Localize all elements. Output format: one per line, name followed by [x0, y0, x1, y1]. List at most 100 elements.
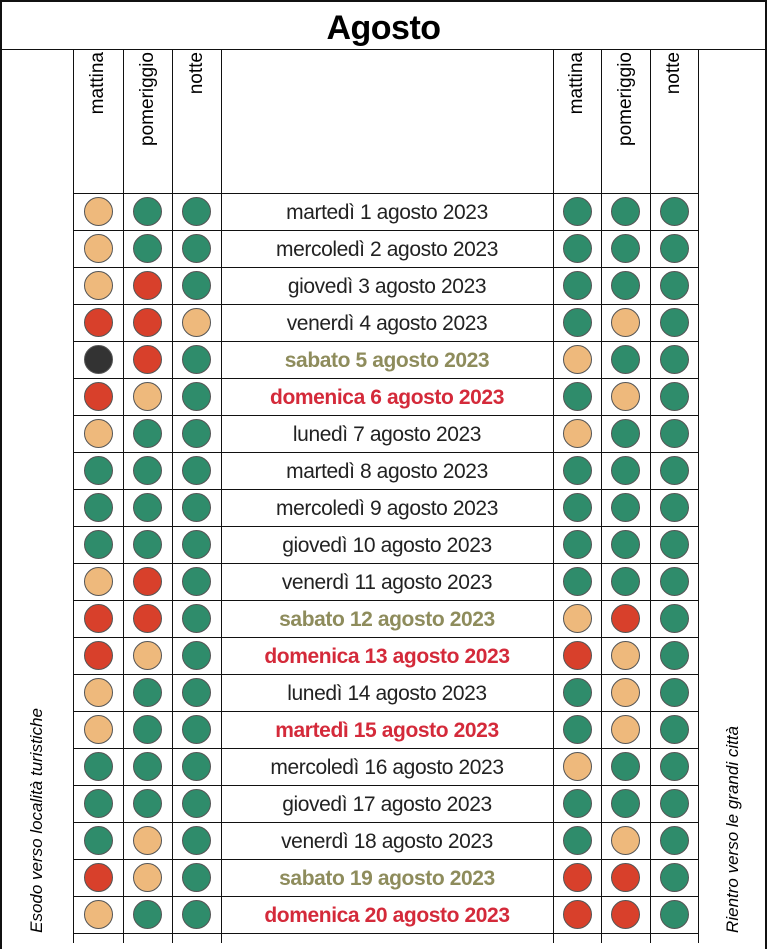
traffic-dot [611, 419, 640, 448]
row-line [73, 304, 698, 305]
traffic-dot [182, 345, 211, 374]
traffic-dot [133, 789, 162, 818]
column-header: notte [650, 52, 698, 192]
row-line [73, 452, 698, 453]
title: Agosto [0, 0, 767, 50]
date-label: sabato 5 agosto 2023 [284, 349, 490, 372]
traffic-dot [83, 900, 113, 929]
traffic-dot [133, 863, 162, 892]
row-line [73, 526, 698, 527]
traffic-dot [83, 641, 113, 670]
traffic-dot [182, 419, 211, 448]
traffic-dot [83, 456, 113, 485]
traffic-dot [659, 715, 689, 744]
row-line [73, 489, 698, 490]
row-line [73, 711, 698, 712]
traffic-dot [659, 678, 689, 707]
row-line [73, 230, 698, 231]
traffic-dot [611, 197, 640, 226]
traffic-dot [133, 419, 162, 448]
column-header: pomeriggio [601, 52, 650, 192]
traffic-dot [83, 197, 113, 226]
row-line [73, 748, 698, 749]
traffic-dot [562, 419, 592, 448]
traffic-dot [659, 900, 689, 929]
row-line [73, 600, 698, 601]
traffic-dot [133, 456, 162, 485]
date-label: sabato 19 agosto 2023 [279, 867, 495, 890]
traffic-dot [133, 234, 162, 263]
date-label: lunedì 7 agosto 2023 [292, 423, 482, 446]
traffic-dot [133, 678, 162, 707]
traffic-dot [659, 789, 689, 818]
traffic-dot [83, 678, 113, 707]
traffic-dot [562, 530, 592, 559]
traffic-dot [562, 345, 592, 374]
traffic-dot [611, 530, 640, 559]
traffic-dot [182, 234, 211, 263]
traffic-dot [562, 900, 592, 929]
date-label: venerdì 4 agosto 2023 [286, 312, 488, 335]
column-header-text: notte [663, 52, 684, 95]
traffic-dot [659, 604, 689, 633]
traffic-dot [562, 234, 592, 263]
traffic-dot [659, 641, 689, 670]
traffic-dot [611, 641, 640, 670]
date-label: giovedì 17 agosto 2023 [282, 793, 492, 816]
column-header-text: mattina [566, 52, 587, 115]
traffic-dot [562, 308, 592, 337]
traffic-dot [83, 234, 113, 263]
traffic-dot [133, 826, 162, 855]
traffic-dot [83, 715, 113, 744]
traffic-dot [611, 863, 640, 892]
traffic-dot [659, 345, 689, 374]
date-label: mercoledì 2 agosto 2023 [276, 238, 498, 261]
column-line [221, 50, 222, 943]
traffic-dot [83, 826, 113, 855]
traffic-dot [562, 863, 592, 892]
traffic-dot [182, 900, 211, 929]
date-label: venerdì 18 agosto 2023 [281, 830, 493, 853]
date-label: martedì 15 agosto 2023 [275, 719, 499, 742]
traffic-dot [83, 604, 113, 633]
traffic-dot [182, 271, 211, 300]
traffic-dot [611, 567, 640, 596]
column-line [601, 50, 602, 943]
traffic-dot [611, 678, 640, 707]
column-line [73, 50, 74, 943]
date-label: sabato 12 agosto 2023 [279, 608, 495, 631]
traffic-dot [182, 567, 211, 596]
row-line [73, 341, 698, 342]
traffic-dot [659, 456, 689, 485]
traffic-dot [659, 271, 689, 300]
traffic-dot [611, 234, 640, 263]
traffic-dot [659, 234, 689, 263]
traffic-dot [562, 456, 592, 485]
traffic-dot [133, 271, 162, 300]
traffic-dot [562, 678, 592, 707]
row-line [73, 674, 698, 675]
date-label: mercoledì 9 agosto 2023 [276, 497, 498, 520]
traffic-dot [83, 419, 113, 448]
row-line [73, 637, 698, 638]
row-line [73, 415, 698, 416]
traffic-dot [659, 826, 689, 855]
traffic-dot [182, 678, 211, 707]
traffic-dot [83, 271, 113, 300]
traffic-dot [562, 715, 592, 744]
column-line [553, 50, 554, 943]
traffic-dot [611, 900, 640, 929]
column-line [698, 50, 699, 943]
traffic-dot [611, 382, 640, 411]
traffic-dot [133, 197, 162, 226]
date-label: domenica 20 agosto 2023 [264, 904, 510, 927]
traffic-dot [562, 789, 592, 818]
traffic-dot [562, 382, 592, 411]
traffic-dot [182, 382, 211, 411]
traffic-dot [182, 308, 211, 337]
traffic-dot [611, 308, 640, 337]
traffic-dot [562, 604, 592, 633]
traffic-dot [133, 752, 162, 781]
column-header: notte [172, 52, 221, 192]
traffic-dot [611, 456, 640, 485]
